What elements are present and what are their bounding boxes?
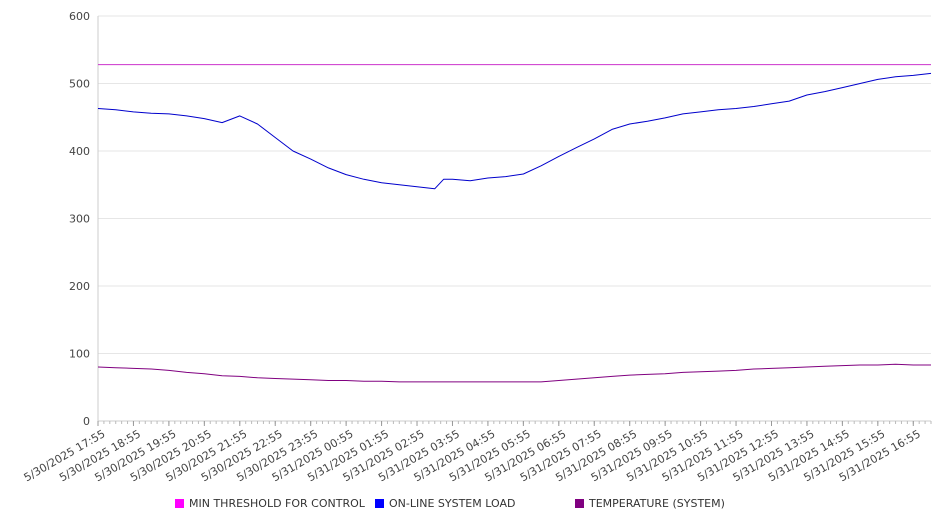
legend-label-min-threshold: MIN THRESHOLD FOR CONTROL	[189, 497, 365, 510]
legend-label-system-load: ON-LINE SYSTEM LOAD	[389, 497, 516, 510]
legend-label-temperature: TEMPERATURE (SYSTEM)	[589, 497, 725, 510]
legend-swatch-temperature	[575, 499, 584, 508]
y-axis-ticks: 0 100 200 300 400 500 600	[69, 10, 90, 428]
series-lines	[97, 64, 932, 383]
y-tick-label: 400	[69, 145, 90, 158]
series-line-temperature	[97, 363, 931, 383]
axes	[97, 16, 931, 422]
legend-item-system-load: ON-LINE SYSTEM LOAD	[375, 497, 515, 510]
y-tick-label: 500	[69, 78, 90, 91]
series-line-system-load	[97, 72, 932, 190]
y-tick-label: 200	[69, 280, 90, 293]
legend-item-min-threshold: MIN THRESHOLD FOR CONTROL	[175, 497, 365, 510]
legend-swatch-system-load	[375, 499, 384, 508]
y-tick-label: 600	[69, 10, 90, 23]
y-tick-label: 0	[83, 415, 90, 428]
legend-item-temperature: TEMPERATURE (SYSTEM)	[575, 497, 725, 510]
legend-swatch-min-threshold	[175, 499, 184, 508]
legend: MIN THRESHOLD FOR CONTROL ON-LINE SYSTEM…	[0, 497, 946, 515]
gridlines	[98, 15, 931, 354]
y-tick-label: 300	[69, 213, 90, 226]
y-tick-label: 100	[69, 348, 90, 361]
x-axis-ticks: 5/30/2025 17:555/30/2025 18:555/30/2025 …	[22, 421, 932, 484]
